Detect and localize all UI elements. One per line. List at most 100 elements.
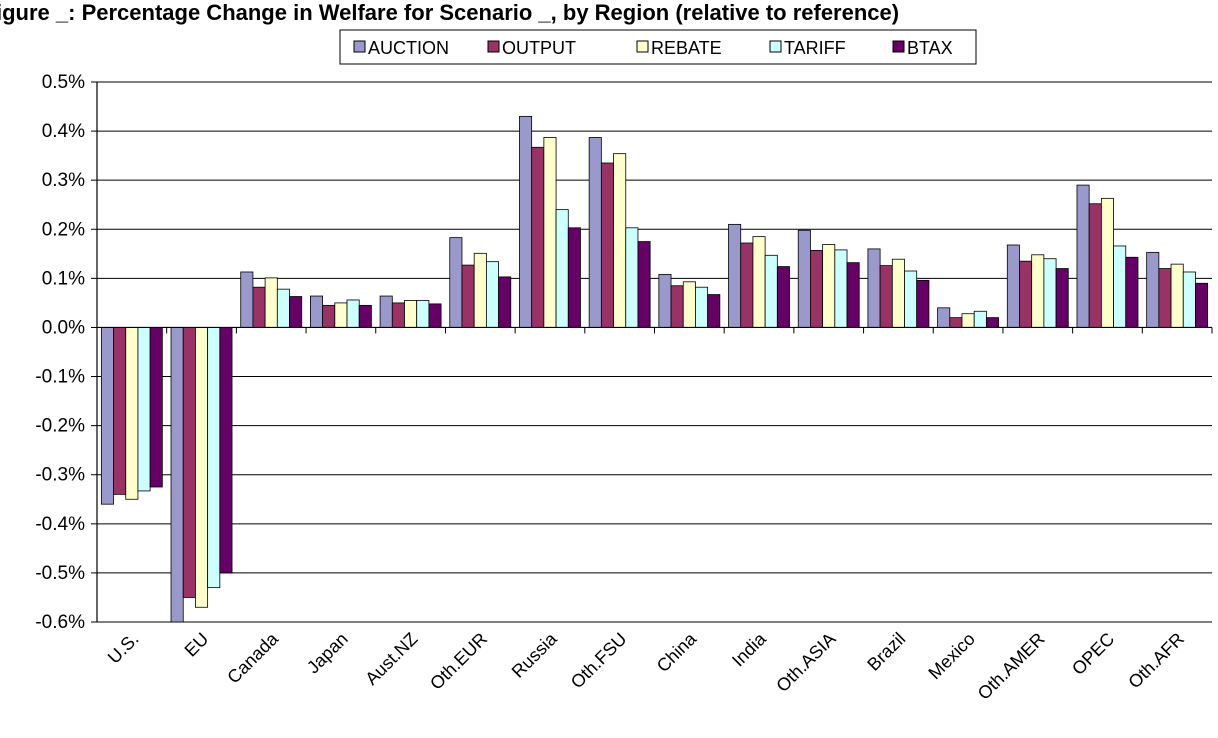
bar xyxy=(428,303,442,328)
bar xyxy=(1031,254,1045,328)
bars xyxy=(100,115,1209,623)
bar xyxy=(776,266,790,328)
y-tick-label: 0.2% xyxy=(42,219,85,240)
bar xyxy=(879,265,893,328)
bar xyxy=(728,223,742,328)
bar xyxy=(252,286,266,328)
bar xyxy=(834,249,848,328)
bar xyxy=(658,274,672,328)
x-tick-label: U.S. xyxy=(104,629,143,668)
bar xyxy=(1146,251,1160,328)
bar xyxy=(600,162,614,328)
bar xyxy=(1019,260,1033,328)
legend-swatch xyxy=(636,40,649,53)
x-tick-label: Oth.EUR xyxy=(426,629,491,694)
bar xyxy=(949,317,963,328)
bar xyxy=(867,248,881,328)
legend-box xyxy=(339,29,977,65)
bar xyxy=(1076,184,1090,328)
bar xyxy=(449,237,463,328)
x-tick-label: Russia xyxy=(508,628,562,682)
bar xyxy=(904,270,918,328)
bar xyxy=(276,288,290,328)
bar xyxy=(358,304,372,328)
bar xyxy=(531,146,545,328)
bar xyxy=(985,317,999,328)
y-tick-label: -0.2% xyxy=(35,416,85,437)
bar xyxy=(613,153,627,328)
legend-swatch xyxy=(892,40,905,53)
bar xyxy=(752,236,766,328)
bar xyxy=(1043,258,1057,328)
legend-label: AUCTION xyxy=(368,38,449,58)
bar xyxy=(182,327,196,598)
bar xyxy=(240,271,254,328)
bar xyxy=(498,276,512,328)
legend-swatch xyxy=(353,40,366,53)
y-tick-label: -0.6% xyxy=(35,612,85,633)
bar xyxy=(625,227,639,328)
bar xyxy=(379,295,393,328)
legend-label: OUTPUT xyxy=(502,38,576,58)
bar xyxy=(219,327,233,574)
bar xyxy=(100,327,114,505)
bar xyxy=(461,264,475,328)
x-axis-labels: U.S. EU Canada Japan Aust.NZ Oth.EUR Russia Oth… xyxy=(104,628,1188,704)
legend-label: TARIFF xyxy=(784,38,846,58)
legend-swatch xyxy=(769,40,782,53)
bar xyxy=(891,258,905,328)
bar xyxy=(567,227,581,328)
y-tick-label: 0.0% xyxy=(42,317,85,338)
y-tick-label: -0.5% xyxy=(35,563,85,584)
bar xyxy=(740,242,754,328)
bar xyxy=(334,302,348,328)
x-tick-label: OPEC xyxy=(1068,629,1118,679)
bar xyxy=(1158,268,1172,328)
bar xyxy=(637,241,651,328)
y-tick-label: -0.4% xyxy=(35,514,85,535)
bar xyxy=(846,262,860,328)
x-tick-label: Canada xyxy=(223,628,282,687)
bar xyxy=(797,229,811,328)
x-tick-label: Aust.NZ xyxy=(361,629,421,689)
bar xyxy=(322,304,336,328)
x-tick-label: Brazil xyxy=(863,629,909,675)
chart-title: igure _: Percentage Change in Welfare fo… xyxy=(0,0,899,25)
bar xyxy=(695,286,709,328)
bar xyxy=(916,279,930,328)
bar xyxy=(1182,271,1196,328)
bar xyxy=(485,261,499,328)
bar xyxy=(113,327,127,495)
bar xyxy=(973,310,987,328)
x-tick-label: India xyxy=(728,628,770,670)
legend-label: BTAX xyxy=(907,38,953,58)
bar xyxy=(670,285,684,328)
bar xyxy=(822,244,836,328)
bar xyxy=(1195,282,1209,328)
gridlines xyxy=(97,81,1212,623)
bar xyxy=(543,137,557,328)
bar xyxy=(125,327,139,500)
bar xyxy=(207,327,221,589)
axes xyxy=(96,82,1213,622)
bar xyxy=(137,327,151,492)
x-tick-label: Oth.FSU xyxy=(567,629,631,693)
y-tick-label: 0.4% xyxy=(42,121,85,142)
y-tick-label: 0.1% xyxy=(42,268,85,289)
bar xyxy=(555,209,569,328)
bar xyxy=(1055,268,1069,328)
bar xyxy=(404,300,418,328)
bar xyxy=(937,307,951,328)
x-tick-label: Japan xyxy=(303,629,352,678)
legend: AUCTION OUTPUT REBATE TARIFF BTAX xyxy=(339,29,977,65)
bar xyxy=(473,252,487,328)
bar xyxy=(195,327,209,608)
bar xyxy=(764,254,778,328)
bar xyxy=(961,313,975,328)
x-tick-label: Oth.ASIA xyxy=(772,629,839,696)
y-tick-label: -0.3% xyxy=(35,465,85,486)
legend-swatch xyxy=(487,40,500,53)
bar xyxy=(310,295,324,328)
bar xyxy=(1006,244,1020,328)
